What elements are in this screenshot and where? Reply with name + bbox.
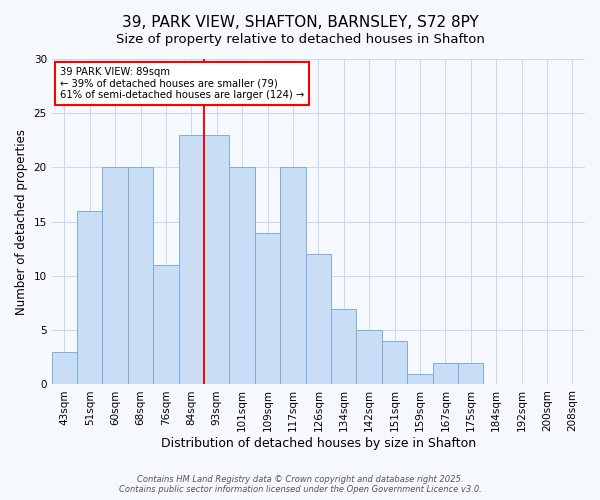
Bar xyxy=(77,211,103,384)
Bar xyxy=(331,308,356,384)
Text: 39 PARK VIEW: 89sqm
← 39% of detached houses are smaller (79)
61% of semi-detach: 39 PARK VIEW: 89sqm ← 39% of detached ho… xyxy=(59,67,304,100)
Bar xyxy=(382,341,407,384)
Text: Contains HM Land Registry data © Crown copyright and database right 2025.
Contai: Contains HM Land Registry data © Crown c… xyxy=(119,474,481,494)
Bar xyxy=(407,374,433,384)
Bar xyxy=(255,232,280,384)
Bar xyxy=(103,168,128,384)
Bar xyxy=(179,135,204,384)
X-axis label: Distribution of detached houses by size in Shafton: Distribution of detached houses by size … xyxy=(161,437,476,450)
Bar xyxy=(280,168,305,384)
Text: 39, PARK VIEW, SHAFTON, BARNSLEY, S72 8PY: 39, PARK VIEW, SHAFTON, BARNSLEY, S72 8P… xyxy=(122,15,478,30)
Bar xyxy=(52,352,77,384)
Bar xyxy=(305,254,331,384)
Bar xyxy=(128,168,153,384)
Bar xyxy=(458,363,484,384)
Bar xyxy=(204,135,229,384)
Bar xyxy=(229,168,255,384)
Text: Size of property relative to detached houses in Shafton: Size of property relative to detached ho… xyxy=(116,32,484,46)
Bar xyxy=(153,265,179,384)
Y-axis label: Number of detached properties: Number of detached properties xyxy=(15,128,28,314)
Bar xyxy=(356,330,382,384)
Bar xyxy=(433,363,458,384)
